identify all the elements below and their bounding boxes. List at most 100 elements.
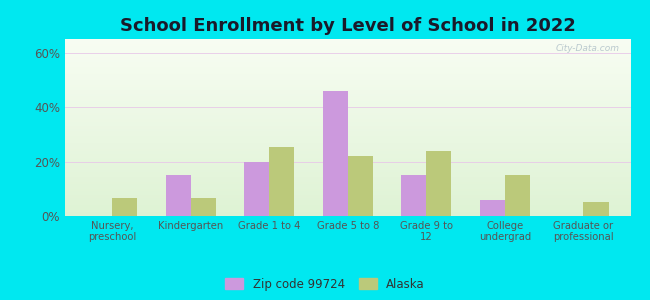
Bar — [65, 161, 630, 163]
Bar — [65, 196, 630, 198]
Bar — [65, 78, 630, 80]
Bar — [65, 142, 630, 143]
Bar — [65, 112, 630, 113]
Bar — [65, 170, 630, 172]
Bar — [584, 202, 608, 216]
Bar — [348, 156, 373, 216]
Bar — [65, 104, 630, 106]
Bar — [65, 73, 630, 74]
Bar — [65, 96, 630, 98]
Bar — [65, 188, 630, 190]
Text: City-Data.com: City-Data.com — [555, 44, 619, 53]
Bar — [65, 87, 630, 88]
Bar — [65, 173, 630, 175]
Bar — [65, 71, 630, 73]
Bar — [65, 41, 630, 43]
Bar — [65, 117, 630, 118]
Bar — [65, 147, 630, 149]
Bar — [244, 161, 269, 216]
Bar — [65, 98, 630, 99]
Bar — [65, 80, 630, 82]
Bar — [65, 48, 630, 50]
Bar — [65, 110, 630, 112]
Bar — [65, 204, 630, 206]
Bar — [65, 113, 630, 115]
Bar — [65, 186, 630, 188]
Bar — [65, 55, 630, 57]
Bar — [65, 200, 630, 202]
Bar — [426, 151, 452, 216]
Bar — [65, 90, 630, 92]
Bar — [65, 108, 630, 110]
Bar — [480, 200, 505, 216]
Bar — [65, 152, 630, 154]
Bar — [65, 120, 630, 122]
Bar — [65, 67, 630, 69]
Bar — [65, 69, 630, 71]
Bar — [65, 143, 630, 145]
Bar — [65, 126, 630, 127]
Bar — [65, 131, 630, 133]
Bar — [65, 177, 630, 179]
Bar — [505, 175, 530, 216]
Bar — [269, 147, 294, 216]
Bar — [65, 168, 630, 170]
Bar — [65, 46, 630, 48]
Bar — [190, 198, 216, 216]
Bar — [65, 154, 630, 156]
Title: School Enrollment by Level of School in 2022: School Enrollment by Level of School in … — [120, 17, 576, 35]
Bar — [65, 101, 630, 103]
Bar — [65, 62, 630, 64]
Bar — [65, 159, 630, 161]
Bar — [65, 149, 630, 151]
Bar — [65, 138, 630, 140]
Bar — [65, 85, 630, 87]
Bar — [65, 145, 630, 147]
Bar — [65, 115, 630, 117]
Bar — [65, 202, 630, 204]
Bar — [65, 83, 630, 85]
Bar — [65, 103, 630, 104]
Bar — [65, 57, 630, 59]
Bar — [65, 128, 630, 129]
Bar — [65, 136, 630, 138]
Bar — [112, 198, 137, 216]
Bar — [65, 158, 630, 159]
Bar — [65, 133, 630, 135]
Bar — [65, 58, 630, 60]
Bar — [65, 207, 630, 209]
Bar — [65, 135, 630, 136]
Bar — [65, 53, 630, 55]
Bar — [65, 124, 630, 126]
Bar — [65, 151, 630, 152]
Bar — [322, 91, 348, 216]
Bar — [65, 43, 630, 44]
Bar — [65, 198, 630, 200]
Bar — [65, 94, 630, 96]
Bar — [65, 129, 630, 131]
Bar — [65, 163, 630, 165]
Bar — [65, 182, 630, 184]
Bar — [166, 175, 190, 216]
Bar — [65, 76, 630, 78]
Bar — [65, 206, 630, 207]
Bar — [65, 181, 630, 182]
Bar — [65, 50, 630, 51]
Bar — [65, 184, 630, 186]
Bar — [65, 209, 630, 211]
Bar — [65, 193, 630, 195]
Bar — [401, 175, 426, 216]
Bar — [65, 122, 630, 124]
Bar — [65, 74, 630, 76]
Bar — [65, 64, 630, 65]
Bar — [65, 99, 630, 101]
Bar — [65, 165, 630, 167]
Bar — [65, 191, 630, 193]
Bar — [65, 195, 630, 197]
Bar — [65, 88, 630, 90]
Bar — [65, 211, 630, 212]
Legend: Zip code 99724, Alaska: Zip code 99724, Alaska — [222, 274, 428, 294]
Bar — [65, 179, 630, 181]
Bar — [65, 118, 630, 120]
Bar — [65, 156, 630, 158]
